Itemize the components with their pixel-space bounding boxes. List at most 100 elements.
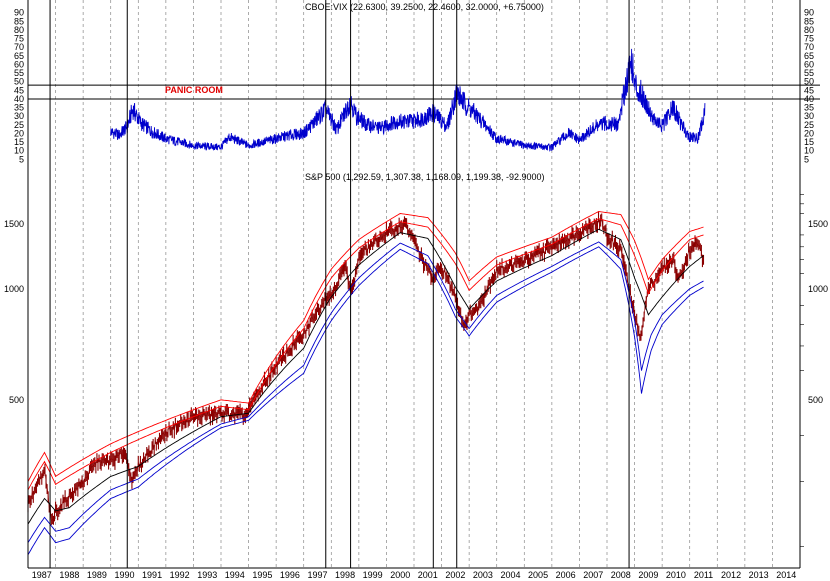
sp500-price-link <box>236 411 239 413</box>
sp500-price-link <box>362 249 365 253</box>
sp500-price-link <box>495 267 498 275</box>
sp500-price-link <box>634 316 636 322</box>
sp500-title: S&P 500 (1,292.59, 1,307.38, 1,168.09, 1… <box>305 172 545 182</box>
sp500-price-link <box>154 440 157 445</box>
sp500-price-link <box>36 481 38 487</box>
sp500-band-line <box>27 228 704 525</box>
x-tick-label: 2000 <box>390 570 410 580</box>
vix-y-tick-label-left: 30 <box>14 111 24 121</box>
sp500-price-link <box>359 253 362 257</box>
sp500-price-link <box>622 259 625 263</box>
sp500-price-link <box>333 288 335 293</box>
sp500-price-link <box>421 254 423 259</box>
sp500-price-link <box>459 311 461 315</box>
sp500-price-link <box>616 246 618 250</box>
vix-title: CBOE:VIX (22.6300, 39.2500, 22.4600, 32.… <box>305 2 544 12</box>
sp500-price-link <box>521 260 524 265</box>
sp500-price-link <box>550 245 553 251</box>
sp500-price-link <box>477 306 479 313</box>
sp500-price-link <box>59 503 62 508</box>
vix-y-tick-label-right: 25 <box>804 120 814 130</box>
sp500-price-link <box>107 459 109 465</box>
x-tick-label: 1999 <box>363 570 383 580</box>
vix-y-tick-label-right: 10 <box>804 146 814 156</box>
sp500-price-link <box>517 261 520 263</box>
sp500-price-link <box>354 268 356 281</box>
sp500-price-link <box>519 260 522 264</box>
vix-y-tick-label-left: 55 <box>14 68 24 78</box>
vix-y-tick-label-left: 65 <box>14 51 24 61</box>
sp500-price-link <box>637 329 640 334</box>
sp500-price-link <box>678 274 681 277</box>
sp500-band-line <box>27 241 704 543</box>
sp500-price-link <box>589 226 592 230</box>
sp500-price-link <box>533 252 536 256</box>
sp500-price-link <box>65 499 68 503</box>
vix-y-tick-label-right: 50 <box>804 77 814 87</box>
x-tick-label: 1987 <box>32 570 52 580</box>
sp500-price-link <box>115 454 118 456</box>
sp500-price-link <box>636 321 639 330</box>
sp500-price-link <box>29 498 32 503</box>
sp500-price-link <box>217 410 220 413</box>
sp500-price-link <box>701 251 703 260</box>
sp500-price-link <box>409 231 412 235</box>
sp500-price-link <box>577 232 579 235</box>
sp500-price-link <box>323 296 326 305</box>
sp500-price-link <box>702 258 704 260</box>
sp500-price-link <box>55 507 57 510</box>
sp500-price-link <box>165 428 168 435</box>
sp500-price-link <box>63 496 66 503</box>
sp500-price-link <box>269 372 272 379</box>
vix-y-tick-label-left: 75 <box>14 34 24 44</box>
sp500-price-link <box>414 241 417 245</box>
sp500-price-link <box>387 230 389 233</box>
sp500-price-link <box>680 271 683 274</box>
sp500-y-tick-label-left: 1500 <box>4 219 24 229</box>
sp500-price-link <box>618 245 621 251</box>
sp500-price-link <box>42 472 45 474</box>
sp500-price-link <box>44 471 47 482</box>
sp500-price-link <box>66 499 69 503</box>
sp500-price-link <box>413 237 416 242</box>
sp500-price-link <box>554 245 557 248</box>
sp500-price-link <box>645 294 648 301</box>
vix-series-line <box>110 48 706 152</box>
sp500-price-link <box>396 227 399 232</box>
sp500-price-link <box>631 300 633 306</box>
x-tick-label: 2012 <box>721 570 741 580</box>
sp500-price-link <box>79 482 82 485</box>
sp500-price-link <box>226 410 228 412</box>
sp500-price-link <box>478 301 481 307</box>
sp500-price-link <box>28 499 31 503</box>
sp500-price-link <box>585 226 588 230</box>
sp500-price-link <box>159 435 161 442</box>
sp500-price-link <box>74 487 76 489</box>
sp500-price-link <box>238 410 241 413</box>
x-tick-label: 2001 <box>418 570 438 580</box>
sp500-price-link <box>542 249 544 255</box>
sp500-price-link <box>567 238 570 242</box>
sp500-price-link <box>555 243 558 246</box>
sp500-price-link <box>651 280 653 284</box>
sp500-price-link <box>142 457 144 464</box>
sp500-price-link <box>659 267 662 273</box>
sp500-price-link <box>118 451 121 456</box>
sp500-price-link <box>210 410 212 418</box>
sp500-price-link <box>293 342 296 348</box>
sp500-price-link <box>650 280 652 284</box>
sp500-price-link <box>648 287 650 289</box>
sp500-price-link <box>78 482 81 485</box>
sp500-price-link <box>527 258 529 262</box>
sp500-price-link <box>426 268 428 270</box>
sp500-price-link <box>445 275 448 278</box>
sp500-y-tick-label-right: 500 <box>808 395 823 405</box>
sp500-price-link <box>453 291 456 300</box>
sp500-price-link <box>698 244 701 249</box>
sp500-price-link <box>425 262 428 269</box>
sp500-price-link <box>457 304 459 311</box>
sp500-price-link <box>623 262 626 269</box>
sp500-price-link <box>300 336 302 340</box>
vix-y-tick-label-right: 90 <box>804 8 814 18</box>
sp500-price-link <box>578 234 580 236</box>
